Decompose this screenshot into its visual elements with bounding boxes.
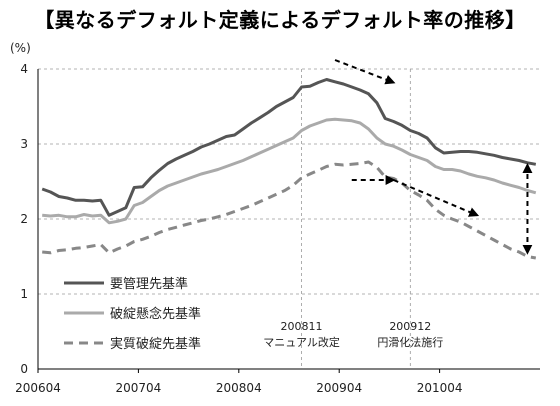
event-label: 200912 [389, 320, 431, 333]
axes: 0 1 2 3 4 (%) 200604 200704 200804 200904 201004 [10, 41, 540, 395]
legend-label: 実質破綻先基準 [110, 336, 201, 352]
event-label: 200811 [281, 320, 323, 333]
trend-arrow [334, 59, 396, 85]
gridlines [38, 68, 540, 369]
series-line-3 [42, 160, 537, 260]
y-tick-label: 3 [20, 137, 28, 151]
annotations: 200811 マニュアル改定 200912 円滑化法施行 [263, 59, 533, 349]
series-line-2 [42, 117, 537, 225]
event-label: 円滑化法施行 [377, 335, 443, 349]
y-axis-unit: (%) [10, 41, 31, 55]
series-lines [41, 78, 537, 260]
chart-title: 【異なるデフォルト定義によるデフォルト率の推移】 [34, 8, 526, 32]
event-label: マニュアル改定 [263, 335, 340, 349]
x-tick-label: 200804 [216, 381, 262, 395]
y-tick-label: 4 [20, 62, 28, 76]
x-tick-label: 200704 [115, 381, 161, 395]
x-tick-label: 200604 [15, 381, 61, 395]
legend-label: 破綻懸念先基準 [110, 306, 201, 322]
y-tick-label: 2 [20, 212, 28, 226]
y-tick-label: 1 [20, 287, 28, 301]
legend-label: 要管理先基準 [110, 276, 188, 292]
y-tick-label: 0 [20, 362, 28, 376]
series-line-1 [41, 78, 537, 217]
x-tick-label: 201004 [417, 381, 463, 395]
trend-arrow [393, 179, 480, 217]
x-tick-label: 200904 [316, 381, 362, 395]
